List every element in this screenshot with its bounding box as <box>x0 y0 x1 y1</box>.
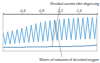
x-tick: -0.8 <box>38 9 44 14</box>
x-tick: -1.2 <box>57 9 63 14</box>
series-line <box>3 17 97 44</box>
annotation: Residual current after degassing <box>50 2 99 6</box>
x-tick: -0.4 <box>19 9 25 14</box>
x-axis: -0.4 -0.8 -1.2 -1.6 <box>4 9 98 15</box>
series-line <box>3 45 97 47</box>
annotation-leader <box>55 21 62 57</box>
x-tick-label: -1.6 <box>76 9 82 13</box>
chart: -0.4 -0.8 -1.2 -1.6 Residual current after d… <box>0 0 100 63</box>
annotation: Waves of reduction of dissolved oxygen <box>39 58 99 62</box>
x-axis-line <box>4 13 98 15</box>
x-tick: -1.6 <box>76 9 82 14</box>
x-tick-label: -0.8 <box>38 9 44 13</box>
x-tick-label: -0.4 <box>19 9 25 13</box>
x-tick-label: -1.2 <box>57 9 63 13</box>
plot-frame <box>3 14 97 51</box>
plot-area <box>3 17 97 47</box>
